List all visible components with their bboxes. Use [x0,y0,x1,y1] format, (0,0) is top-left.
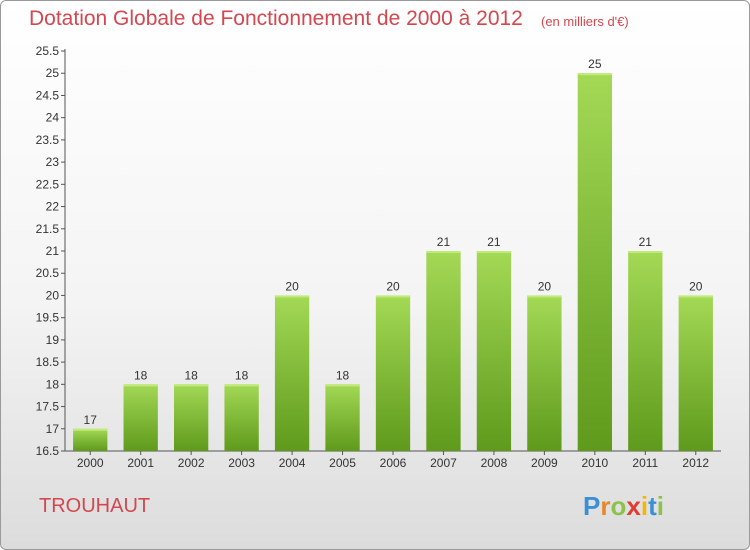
y-tick-label: 25.5 [36,44,60,58]
x-tick-label: 2011 [632,456,658,470]
bar-value-label: 17 [84,413,98,427]
x-tick-label: 2007 [430,456,457,470]
bar [274,295,310,451]
bar-top-highlight [375,295,411,298]
x-tick-label: 2012 [682,456,709,470]
bar-top-highlight [325,384,360,387]
bar [173,384,209,451]
bar-top-highlight [476,251,512,253]
bar [577,73,613,451]
y-tick-label: 21.5 [36,222,60,236]
bar-value-label: 21 [437,235,451,249]
bar-value-label: 18 [184,368,198,382]
logo-letter: r [600,491,611,521]
x-tick-label: 2006 [380,456,407,470]
x-tick-label: 2002 [178,456,205,470]
bar-value-label: 20 [538,279,552,293]
bar-value-label: 21 [639,235,653,249]
bar [628,251,663,451]
bar-top-highlight [173,384,209,387]
y-tick-label: 24 [46,111,60,125]
bar-value-label: 20 [285,279,299,293]
x-tick-label: 2003 [228,456,255,470]
bar-top-highlight [274,295,310,298]
bar [224,384,259,451]
logo-letter: i [656,491,664,521]
y-tick-label: 18 [46,377,60,391]
bar-top-highlight [73,428,108,431]
x-tick-label: 2010 [581,456,608,470]
bar-value-label: 18 [235,368,249,382]
bar-value-label: 25 [588,57,602,71]
y-tick-label: 20 [46,288,60,302]
proxiti-logo[interactable]: Proxiti [583,491,664,522]
logo-letter: i [640,491,649,521]
logo-letter: P [583,491,601,521]
bar-value-label: 21 [487,235,501,249]
y-tick-label: 17.5 [36,400,60,414]
y-tick-label: 24.5 [36,88,60,102]
y-tick-label: 16.5 [36,444,60,458]
bar [73,428,108,451]
x-tick-label: 2008 [481,456,508,470]
y-tick-label: 19 [46,333,60,347]
bar-top-highlight [527,295,562,298]
bar-value-label: 18 [134,368,148,382]
chart-title: Dotation Globale de Fonctionnement de 20… [29,7,523,30]
bar [375,295,411,451]
bar-value-label: 20 [689,279,703,293]
y-tick-label: 19.5 [36,311,60,325]
logo-letter: o [610,491,627,521]
x-tick-label: 2000 [77,456,104,470]
y-tick-label: 25 [46,66,60,80]
y-tick-label: 22.5 [36,177,60,191]
y-tick-label: 23.5 [36,133,60,147]
x-tick-label: 2009 [531,456,558,470]
bar-value-label: 20 [386,279,400,293]
bar [426,251,461,451]
logo-letter: t [648,491,657,521]
y-tick-label: 23 [46,155,60,169]
y-tick-label: 20.5 [36,266,60,280]
bar [527,295,562,451]
y-tick-label: 17 [46,422,60,436]
bar [678,295,713,451]
x-tick-label: 2005 [329,456,356,470]
labels: 17 2000 18 2001 18 2002 18 2003 20 2004 18 2005 20 20… [77,57,710,470]
bar [325,384,360,451]
bar [123,384,158,451]
y-tick-label: 21 [46,244,60,258]
x-tick-label: 2004 [279,456,306,470]
bar-top-highlight [426,251,461,253]
bar-top-highlight [678,295,713,298]
bar-top-highlight [123,384,158,387]
bar-top-highlight [628,251,663,253]
y-tick-label: 18.5 [36,355,60,369]
x-tick-label: 2001 [127,456,154,470]
logo-letter: x [626,491,641,521]
y-tick-label: 22 [46,200,60,214]
bar-top-highlight [224,384,259,387]
bar [476,251,512,451]
bar-value-label: 18 [336,368,350,382]
place-name: TROUHAUT [39,495,151,517]
bars [73,73,713,451]
chart-subtitle: (en milliers d'€) [541,14,629,29]
bar-top-highlight [577,73,613,76]
